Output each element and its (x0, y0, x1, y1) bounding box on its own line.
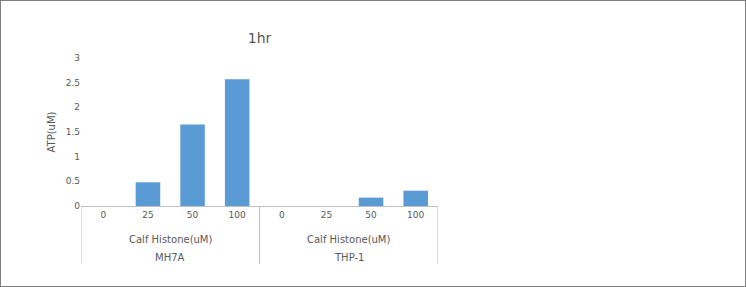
svg-text:100: 100 (407, 210, 424, 220)
svg-text:3: 3 (74, 53, 80, 63)
svg-text:25: 25 (321, 210, 332, 220)
svg-text:50: 50 (187, 210, 199, 220)
svg-text:100: 100 (229, 210, 246, 220)
svg-text:2.5: 2.5 (66, 78, 80, 88)
svg-text:1: 1 (74, 152, 80, 162)
svg-text:Calf Histone(uM): Calf Histone(uM) (307, 234, 390, 245)
svg-text:THP-1: THP-1 (334, 252, 364, 263)
svg-text:1.5: 1.5 (66, 127, 80, 137)
svg-text:25: 25 (142, 210, 153, 220)
svg-text:MH7A: MH7A (155, 252, 185, 263)
svg-text:1hr: 1hr (248, 30, 272, 46)
svg-text:Calf Histone(uM): Calf Histone(uM) (129, 234, 212, 245)
svg-text:0: 0 (100, 210, 106, 220)
svg-text:ATP(uM): ATP(uM) (46, 111, 57, 152)
svg-text:50: 50 (365, 210, 377, 220)
svg-text:0.5: 0.5 (66, 176, 80, 186)
svg-text:0: 0 (74, 201, 80, 211)
svg-text:2: 2 (74, 102, 80, 112)
svg-text:0: 0 (279, 210, 285, 220)
